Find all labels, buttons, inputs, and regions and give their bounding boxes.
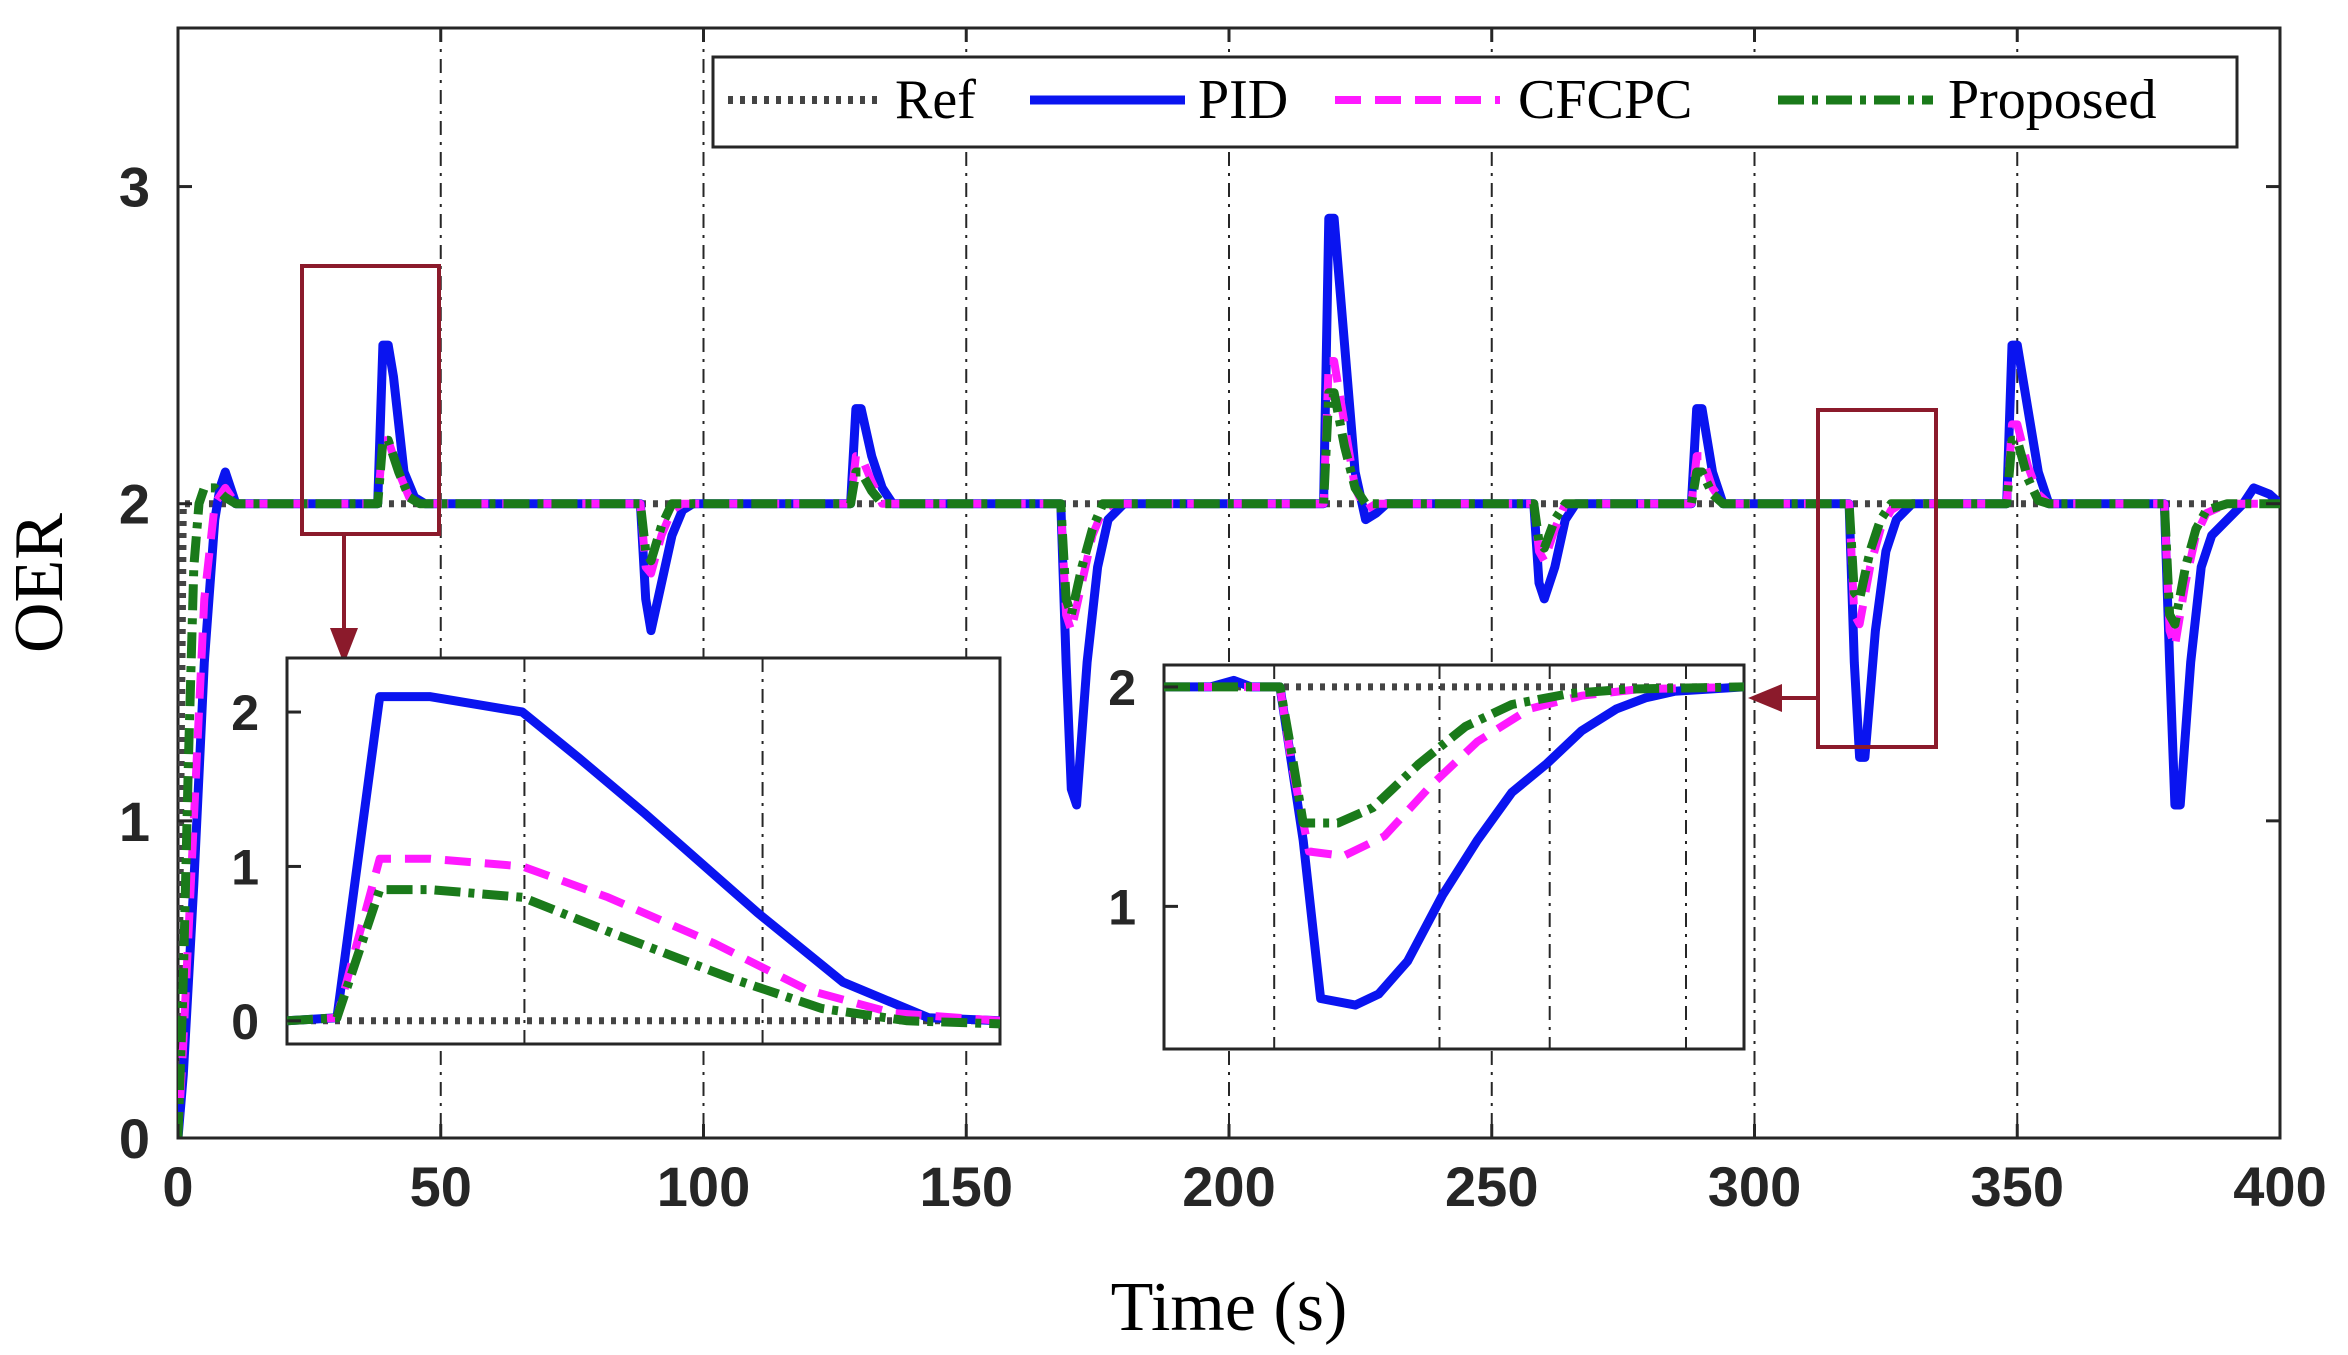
inset-left-series-cfcpc [287,854,1000,1025]
zoom-box-left [300,264,441,536]
main-series-proposed [178,388,2280,1138]
main-xtick-label: 150 [920,1155,1013,1218]
main-ytick-label: 2 [119,473,150,536]
inset-left-series-proposed [287,885,1000,1029]
y-axis-label: OER [1,513,78,653]
inset-left-ytick-label: 2 [231,685,259,741]
inset-left-frame [285,656,1002,1046]
main-xtick-label: 100 [657,1155,750,1218]
zoom-arrowhead-left [330,628,358,664]
zoom-arrowhead-right [1748,684,1782,712]
inset-right: 12 [1108,660,1746,1051]
zoom-box-right [1816,408,1938,749]
legend-label-cfcpc: CFCPC [1518,69,1692,131]
main-xtick-label: 0 [162,1155,193,1218]
inset-left-series-pid [287,692,1000,1026]
inset-left: 0 1 2 [231,656,1002,1050]
main-series-cfcpc [178,357,2280,1138]
inset-right-series-proposed [1164,682,1744,828]
main-xtick-label: 300 [1708,1155,1801,1218]
legend-label-ref: Ref [895,69,976,131]
main-xtick-label: 250 [1445,1155,1538,1218]
main-series-pid [178,213,2280,1138]
legend-label-proposed: Proposed [1948,69,2156,131]
x-axis-label: Time (s) [1111,1269,1348,1346]
main-ytick-label: 1 [119,790,150,853]
main-xtick-label: 400 [2233,1155,2326,1218]
main-xtick-label: 200 [1182,1155,1275,1218]
inset-right-ytick-label: 1 [1108,879,1136,935]
main-ytick-label: 0 [119,1107,150,1170]
inset-left-ytick-label: 1 [231,839,259,895]
main-xtick-label: 350 [1971,1155,2064,1218]
inset-right-ytick-label: 2 [1108,660,1136,716]
legend-label-pid: PID [1198,69,1288,131]
main-ytick-label: 3 [119,156,150,219]
inset-left-ytick-label: 0 [231,994,259,1050]
legend: Ref PID CFCPC Proposed [711,55,2239,149]
inset-right-frame [1162,663,1746,1051]
main-xtick-label: 50 [410,1155,472,1218]
